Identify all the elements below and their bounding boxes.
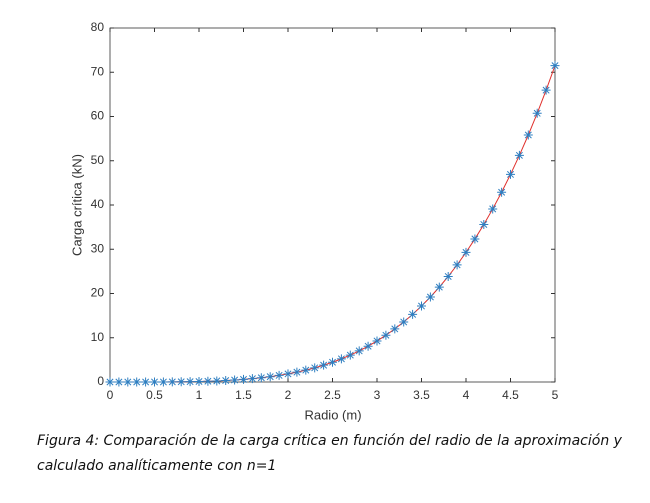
data-point <box>417 301 426 311</box>
caption: calculado analíticamente con n=1 <box>37 458 276 474</box>
data-point <box>274 370 284 380</box>
data-point <box>158 377 168 387</box>
data-point <box>185 377 195 387</box>
data-point <box>443 271 453 281</box>
y-tick-label: 30 <box>91 241 105 255</box>
data-point <box>354 346 364 356</box>
y-tick-label: 20 <box>91 286 105 300</box>
data-point <box>550 61 560 71</box>
data-point <box>247 374 257 384</box>
data-point <box>301 365 311 375</box>
data-point <box>381 330 391 340</box>
data-point <box>203 376 213 386</box>
x-tick-label: 2 <box>285 388 292 402</box>
y-tick-label: 10 <box>91 330 105 344</box>
data-point <box>132 377 142 387</box>
data-point <box>434 282 444 292</box>
data-point <box>399 317 409 327</box>
data-point <box>230 375 240 385</box>
data-point <box>212 376 222 386</box>
x-tick-label: 0.5 <box>146 388 163 402</box>
data-point <box>283 369 293 379</box>
data-point <box>292 367 302 377</box>
data-point <box>532 108 542 118</box>
x-tick-label: 3 <box>374 388 381 402</box>
y-tick-label: 60 <box>91 109 105 123</box>
y-tick-label: 40 <box>91 197 105 211</box>
y-tick-label: 0 <box>97 374 104 388</box>
plot-area <box>109 27 556 383</box>
data-point <box>150 377 159 387</box>
data-point <box>319 360 329 370</box>
data-point <box>114 377 124 387</box>
data-point <box>167 377 177 387</box>
data-point <box>141 377 151 387</box>
data-point <box>390 324 400 334</box>
caption: Figura 4: Comparación de la carga crític… <box>37 433 623 449</box>
data-point <box>328 357 337 367</box>
data-point <box>541 85 551 95</box>
data-point <box>479 219 489 229</box>
data-point <box>345 350 355 360</box>
data-point <box>310 363 320 373</box>
data-point <box>452 260 462 270</box>
x-tick-label: 4 <box>463 388 470 402</box>
x-axis-label: Radio (m) <box>304 407 361 422</box>
data-point <box>523 130 533 140</box>
y-tick-label: 50 <box>91 153 105 167</box>
data-point <box>372 336 382 346</box>
data-point <box>363 341 373 351</box>
data-point <box>497 187 507 197</box>
y-tick-label: 80 <box>91 20 105 34</box>
x-tick-label: 1.5 <box>235 388 252 402</box>
x-tick-label: 1 <box>196 388 203 402</box>
data-point <box>488 204 498 214</box>
data-point <box>265 372 275 382</box>
data-point <box>506 169 515 179</box>
x-tick-label: 3.5 <box>413 388 430 402</box>
data-point <box>514 150 524 160</box>
y-axis-label: Carga crítica (kN) <box>69 154 84 256</box>
data-point <box>336 354 346 364</box>
data-point <box>408 309 418 319</box>
data-point <box>256 373 266 383</box>
x-tick-label: 2.5 <box>324 388 341 402</box>
data-point <box>461 247 471 257</box>
data-point <box>123 377 133 387</box>
data-point <box>221 376 231 386</box>
data-point <box>425 292 435 302</box>
data-point <box>239 374 248 384</box>
data-point <box>194 377 204 387</box>
x-tick-label: 5 <box>552 388 559 402</box>
x-tick-label: 0 <box>107 388 114 402</box>
x-tick-label: 4.5 <box>502 388 519 402</box>
data-point <box>176 377 186 387</box>
y-tick-label: 70 <box>91 64 105 78</box>
data-point <box>105 377 115 387</box>
data-point <box>470 234 480 244</box>
